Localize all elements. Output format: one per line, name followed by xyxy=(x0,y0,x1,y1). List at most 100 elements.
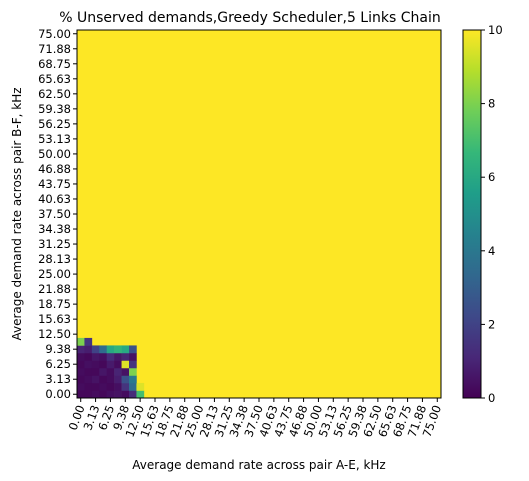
y-tick-label: 62.50 xyxy=(38,87,71,101)
heatmap-cell xyxy=(92,345,100,353)
heatmap-cell xyxy=(77,338,85,346)
heatmap-cell xyxy=(99,390,107,398)
heatmap-cell xyxy=(84,383,92,391)
heatmap-cell xyxy=(122,360,130,368)
heatmap-cell xyxy=(114,360,122,368)
y-tick-label: 46.88 xyxy=(38,162,71,176)
heatmap-cell xyxy=(107,345,115,353)
colorbar-gradient xyxy=(463,30,481,398)
y-tick-label: 9.38 xyxy=(45,342,71,356)
y-tick-label: 0.00 xyxy=(45,387,71,401)
heatmap-cells xyxy=(77,30,441,398)
heatmap-cell xyxy=(129,375,137,383)
heatmap-cell xyxy=(92,383,100,391)
heatmap-cell xyxy=(84,345,92,353)
heatmap-cell xyxy=(107,390,115,398)
heatmap-cell xyxy=(92,375,100,383)
y-tick-label: 59.38 xyxy=(38,102,71,116)
y-tick-label: 40.63 xyxy=(38,192,71,206)
colorbar-tick-label: 2 xyxy=(488,317,495,331)
colorbar-tick-label: 6 xyxy=(488,170,495,184)
colorbar-tick-label: 8 xyxy=(488,97,495,111)
heatmap-cell xyxy=(77,360,85,368)
heatmap-cell xyxy=(129,390,137,398)
y-tick-label: 56.25 xyxy=(38,117,71,131)
heatmap-cell xyxy=(122,375,130,383)
y-tick-label: 21.88 xyxy=(38,282,71,296)
heatmap-cell xyxy=(107,383,115,391)
heatmap-cell xyxy=(77,383,85,391)
heatmap-cell xyxy=(122,345,130,353)
heatmap-cell xyxy=(99,375,107,383)
heatmap-cell xyxy=(84,360,92,368)
colorbar-tick-label: 4 xyxy=(488,244,495,258)
y-tick-label: 6.25 xyxy=(45,357,71,371)
x-axis: 0.003.136.259.3812.5015.6318.7521.8825.0… xyxy=(66,398,444,439)
heatmap-cell xyxy=(77,368,85,376)
y-tick-label: 53.13 xyxy=(38,132,71,146)
heatmap-cell xyxy=(129,345,137,353)
heatmap-cell xyxy=(77,390,85,398)
heatmap-cell xyxy=(114,390,122,398)
y-axis: 0.003.136.259.3812.5015.6318.7521.8825.0… xyxy=(38,27,77,401)
chart-title: % Unserved demands,Greedy Scheduler,5 Li… xyxy=(59,10,440,26)
heatmap-cell xyxy=(99,383,107,391)
heatmap-cell xyxy=(92,390,100,398)
heatmap-cell xyxy=(122,383,130,391)
y-tick-label: 75.00 xyxy=(38,27,71,41)
colorbar-tick-label: 10 xyxy=(488,23,503,37)
heatmap-cell xyxy=(122,353,130,361)
heatmap-cell xyxy=(122,368,130,376)
y-tick-label: 3.13 xyxy=(45,372,71,386)
heatmap-cell xyxy=(114,383,122,391)
heatmap-cell xyxy=(92,360,100,368)
heatmap-cell xyxy=(122,390,130,398)
y-axis-label: Average demand rate across pair B-F, kHz xyxy=(10,87,24,340)
colorbar-tick-label: 0 xyxy=(488,391,495,405)
heatmap-cell xyxy=(107,368,115,376)
y-tick-label: 37.50 xyxy=(38,207,71,221)
y-tick-label: 65.63 xyxy=(38,72,71,86)
heatmap-cell xyxy=(99,345,107,353)
y-tick-label: 12.50 xyxy=(38,327,71,341)
heatmap-cell xyxy=(136,390,144,398)
heatmap-cell xyxy=(92,368,100,376)
heatmap-cell xyxy=(99,368,107,376)
heatmap-cell xyxy=(107,375,115,383)
heatmap-cell xyxy=(129,383,137,391)
heatmap-cell xyxy=(84,353,92,361)
y-tick-label: 25.00 xyxy=(38,267,71,281)
x-axis-label: Average demand rate across pair A-E, kHz xyxy=(132,458,385,472)
y-tick-label: 43.75 xyxy=(38,177,71,191)
heatmap-cell xyxy=(77,353,85,361)
y-tick-label: 71.88 xyxy=(38,42,71,56)
colorbar: 0 2 4 6 8 10 xyxy=(463,23,503,405)
heatmap-cell xyxy=(129,353,137,361)
heatmap-cell xyxy=(77,345,85,353)
heatmap-cell xyxy=(77,375,85,383)
y-tick-label: 31.25 xyxy=(38,237,71,251)
y-tick-label: 15.63 xyxy=(38,312,71,326)
y-tick-label: 18.75 xyxy=(38,297,71,311)
heatmap-cell xyxy=(129,368,137,376)
heatmap-cell xyxy=(99,353,107,361)
heatmap-cell xyxy=(84,368,92,376)
heatmap-cell xyxy=(84,375,92,383)
y-tick-label: 28.13 xyxy=(38,252,71,266)
heatmap-cell xyxy=(129,360,137,368)
heatmap-cell xyxy=(114,375,122,383)
heatmap-cell xyxy=(92,353,100,361)
heatmap-cell xyxy=(84,338,92,346)
heatmap-background xyxy=(77,30,441,398)
y-tick-label: 68.75 xyxy=(38,57,71,71)
heatmap-cell xyxy=(99,360,107,368)
heatmap-cell xyxy=(84,390,92,398)
y-tick-label: 34.38 xyxy=(38,222,71,236)
heatmap-cell xyxy=(136,383,144,391)
heatmap-cell xyxy=(114,345,122,353)
y-tick-label: 50.00 xyxy=(38,147,71,161)
heatmap-cell xyxy=(107,360,115,368)
heatmap-cell xyxy=(114,353,122,361)
heatmap-cell xyxy=(114,368,122,376)
